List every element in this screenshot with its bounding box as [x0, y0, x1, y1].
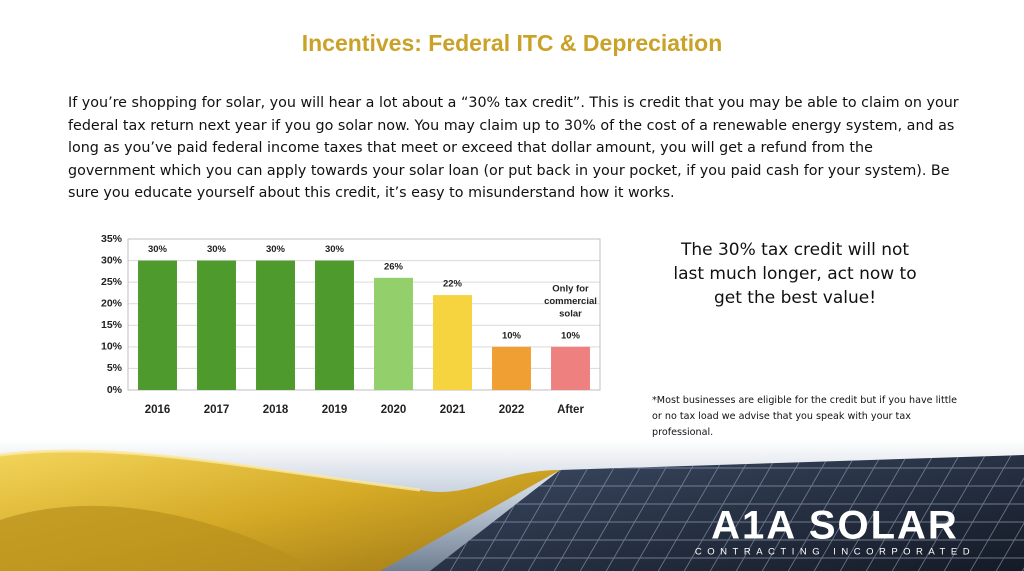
- bar: [551, 346, 590, 390]
- banner: [0, 440, 1024, 571]
- annotation: Only for: [552, 284, 589, 295]
- data-label: 22%: [443, 279, 463, 290]
- bar: [374, 277, 413, 390]
- y-tick-label: 10%: [101, 341, 123, 353]
- intro-text: If you’re shopping for solar, you will h…: [68, 95, 959, 201]
- y-tick-label: 0%: [107, 384, 123, 396]
- x-tick-label: 2019: [322, 404, 348, 416]
- annotation: commercial: [544, 296, 597, 307]
- bar: [492, 346, 531, 390]
- data-label: 30%: [266, 244, 286, 255]
- bar: [433, 295, 472, 390]
- logo-tagline: CONTRACTING INCORPORATED: [695, 547, 975, 558]
- x-tick-label: After: [557, 404, 584, 416]
- logo-name: A1A SOLAR: [711, 504, 959, 548]
- plot-border: [127, 238, 601, 391]
- data-label: 10%: [561, 330, 581, 341]
- y-tick-label: 20%: [101, 297, 123, 309]
- x-tick-label: 2017: [204, 404, 230, 416]
- bar: [138, 260, 177, 390]
- data-label: 30%: [207, 244, 227, 255]
- y-tick-label: 35%: [101, 233, 123, 245]
- bar: [315, 260, 354, 390]
- data-label: 30%: [148, 244, 168, 255]
- data-label: 10%: [502, 330, 522, 341]
- annotation: solar: [559, 309, 582, 320]
- x-tick-label: 2020: [381, 404, 407, 416]
- x-tick-label: 2016: [145, 404, 171, 416]
- y-tick-label: 30%: [101, 254, 123, 266]
- slide-title: Incentives: Federal ITC & Depreciation: [301, 30, 723, 56]
- y-tick-label: 25%: [101, 276, 123, 288]
- callout: The 30% tax credit will not last much lo…: [673, 240, 917, 308]
- y-tick-label: 5%: [107, 362, 123, 374]
- bar: [256, 260, 295, 390]
- footnote: *Most businesses are eligible for the cr…: [652, 395, 958, 438]
- x-tick-label: 2022: [499, 404, 525, 416]
- x-tick-label: 2018: [263, 404, 289, 416]
- x-tick-label: 2021: [440, 404, 466, 416]
- data-label: 30%: [325, 244, 345, 255]
- data-label: 26%: [384, 261, 404, 272]
- bar: [197, 260, 236, 390]
- y-tick-label: 15%: [101, 319, 123, 331]
